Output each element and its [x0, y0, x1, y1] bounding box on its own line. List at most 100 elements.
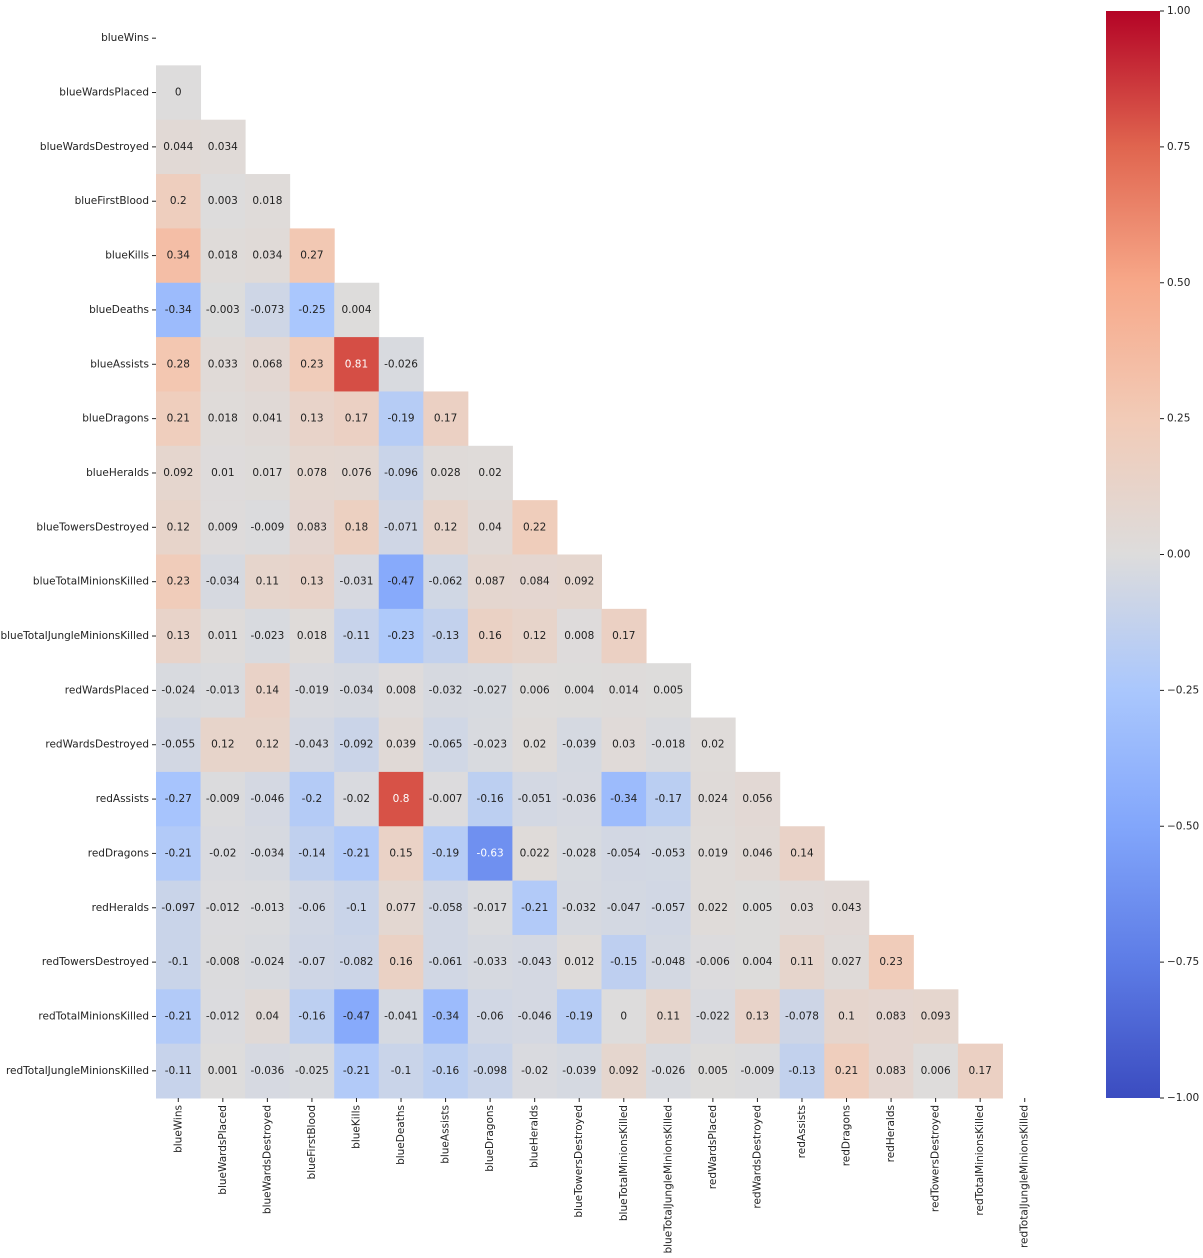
- heatmap-cell: [512, 934, 558, 990]
- cell-label: -0.036: [250, 1065, 284, 1077]
- heatmap-cell: [378, 554, 424, 610]
- cell-label: -0.018: [651, 739, 685, 751]
- cell-label: -0.13: [432, 630, 459, 642]
- cell-label: 0: [175, 87, 182, 99]
- heatmap-cell: [289, 663, 335, 719]
- cell-label: -0.21: [165, 847, 192, 859]
- cell-label: 0.01: [211, 467, 234, 479]
- heatmap-cell: [156, 337, 202, 392]
- x-tick-label: redTotalJungleMinionsKilled: [1019, 1105, 1031, 1248]
- heatmap-cell: [334, 608, 380, 664]
- cell-label: 0.068: [252, 358, 282, 370]
- cell-label: -0.47: [387, 576, 414, 588]
- cell-label: 0.13: [746, 1010, 769, 1022]
- heatmap-cell: [690, 1043, 736, 1099]
- heatmap-cell: [556, 1043, 602, 1099]
- heatmap-cell: [156, 826, 202, 882]
- heatmap-cell: [556, 771, 602, 827]
- heatmap-cell: [200, 717, 246, 773]
- cell-label: 0.17: [612, 630, 635, 642]
- x-tick-label: redTotalMinionsKilled: [974, 1105, 986, 1216]
- heatmap-cell: [423, 554, 469, 610]
- heatmap-cell: [556, 880, 602, 936]
- x-tick-label: blueHeralds: [529, 1105, 541, 1168]
- heatmap-cell: [467, 663, 513, 719]
- heatmap-cell: [690, 989, 736, 1045]
- heatmap-cell: [200, 119, 246, 175]
- cell-label: 0.004: [742, 956, 772, 968]
- cell-label: -0.032: [562, 902, 596, 914]
- cell-label: -0.033: [473, 956, 507, 968]
- cell-label: -0.47: [343, 1010, 370, 1022]
- cell-label: 0.81: [345, 358, 368, 370]
- y-tick-label: redTotalJungleMinionsKilled: [6, 1065, 149, 1077]
- cell-label: -0.039: [562, 739, 596, 751]
- x-tick-label: blueDragons: [484, 1105, 496, 1172]
- heatmap-cell: [378, 989, 424, 1045]
- heatmap-cell: [601, 880, 647, 936]
- heatmap-cell: [467, 608, 513, 664]
- cell-label: -0.034: [250, 847, 284, 859]
- cell-label: -0.027: [473, 684, 507, 696]
- colorbar-tick-label: 0.00: [1167, 549, 1190, 561]
- cell-label: -0.098: [473, 1065, 507, 1077]
- heatmap-cell: [156, 989, 202, 1045]
- y-tick-label: redDragons: [88, 847, 149, 859]
- y-tick-label: blueDeaths: [89, 304, 149, 316]
- cell-label: -0.025: [295, 1065, 329, 1077]
- heatmap-cell: [289, 1043, 335, 1099]
- heatmap-cell: [378, 391, 424, 447]
- heatmap-cell: [601, 717, 647, 773]
- cell-label: 0.024: [698, 793, 728, 805]
- y-tick-label: redHeralds: [92, 902, 149, 914]
- heatmap-cell: [556, 608, 602, 664]
- cell-label: -0.022: [696, 1010, 730, 1022]
- colorbar-tick-label: −0.50: [1167, 820, 1199, 832]
- y-tick-label: blueAssists: [90, 358, 149, 370]
- cell-label: -0.63: [477, 847, 504, 859]
- cell-label: 0.077: [386, 902, 416, 914]
- heatmap-cell: [467, 445, 513, 501]
- cell-label: -0.007: [429, 793, 463, 805]
- y-tick-label: blueWardsDestroyed: [40, 141, 149, 153]
- heatmap-cell: [200, 771, 246, 827]
- heatmap-cell: [334, 391, 380, 447]
- x-tick-label: redTowersDestroyed: [930, 1105, 942, 1212]
- heatmap-cell: [423, 445, 469, 501]
- y-tick-label: blueWins: [101, 32, 149, 44]
- heatmap-cell: [735, 989, 781, 1045]
- cell-label: 0.018: [252, 195, 282, 207]
- x-tick-label: redWardsPlaced: [707, 1105, 719, 1189]
- colorbar-tick-label: −1.00: [1167, 1092, 1199, 1104]
- cell-label: -0.008: [206, 956, 240, 968]
- cell-label: 0.16: [389, 956, 413, 968]
- cell-label: 0.02: [478, 467, 501, 479]
- cell-label: -0.036: [562, 793, 596, 805]
- y-tick-label: blueWardsPlaced: [59, 87, 149, 99]
- heatmap-cell: [289, 934, 335, 990]
- heatmap-cell: [289, 228, 335, 284]
- cell-label: 0.046: [742, 847, 772, 859]
- cell-label: -0.11: [165, 1065, 192, 1077]
- heatmap-cell: [512, 608, 558, 664]
- colorbar-tick-label: −0.75: [1167, 956, 1199, 968]
- cell-label: 0.011: [208, 630, 238, 642]
- heatmap-cell: [556, 717, 602, 773]
- heatmap-cell: [156, 608, 202, 664]
- cell-label: 0.005: [698, 1065, 728, 1077]
- cell-label: -0.046: [518, 1010, 552, 1022]
- cell-label: 0.12: [167, 521, 190, 533]
- cell-label: -0.024: [161, 684, 195, 696]
- cell-label: 0.04: [256, 1010, 280, 1022]
- heatmap-cell: [423, 663, 469, 719]
- cell-label: -0.043: [518, 956, 552, 968]
- heatmap-cell: [200, 989, 246, 1045]
- cell-label: 0.02: [523, 739, 546, 751]
- cell-label: 0.27: [300, 250, 323, 262]
- heatmap-cell: [646, 717, 692, 773]
- heatmap-cell: [289, 282, 335, 338]
- heatmap-cell: [200, 228, 246, 284]
- heatmap-cell: [245, 391, 291, 447]
- heatmap-cell: [334, 1043, 380, 1099]
- heatmap-cell: [245, 717, 291, 773]
